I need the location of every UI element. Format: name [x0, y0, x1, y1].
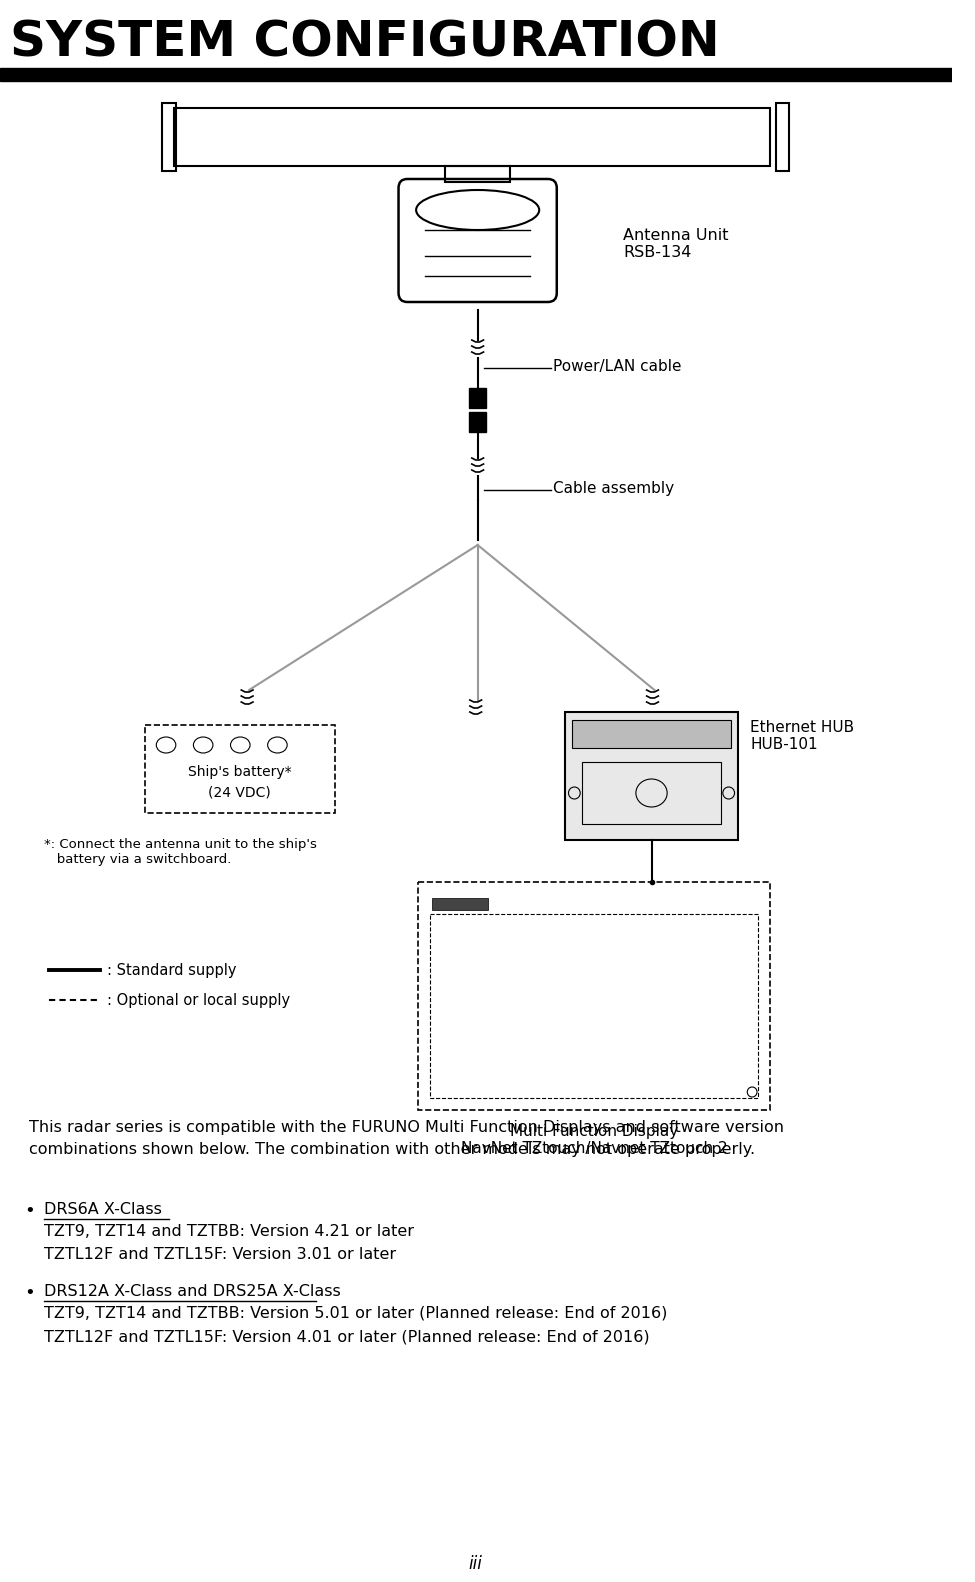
- Bar: [418, 883, 769, 1111]
- Text: TZTL12F and TZTL15F: Version 4.01 or later (Planned release: End of 2016): TZTL12F and TZTL15F: Version 4.01 or lat…: [44, 1329, 649, 1345]
- Bar: [446, 166, 510, 182]
- Bar: [144, 725, 335, 813]
- Text: TZTL12F and TZTL15F: Version 3.01 or later: TZTL12F and TZTL15F: Version 3.01 or lat…: [44, 1247, 396, 1262]
- Text: Ship's battery*: Ship's battery*: [188, 766, 292, 778]
- Text: This radar series is compatible with the FURUNO Multi Function Displays and soft: This radar series is compatible with the…: [29, 1120, 784, 1156]
- Text: Antenna Unit
RSB-134: Antenna Unit RSB-134: [623, 228, 728, 261]
- Text: DRS12A X-Class and DRS25A X-Class: DRS12A X-Class and DRS25A X-Class: [44, 1285, 340, 1299]
- Text: *: Connect the antenna unit to the ship's
   battery via a switchboard.: *: Connect the antenna unit to the ship'…: [44, 838, 317, 865]
- Bar: [174, 108, 769, 166]
- Text: DRS6A X-Class: DRS6A X-Class: [44, 1202, 162, 1217]
- Text: iii: iii: [469, 1555, 483, 1573]
- Bar: [469, 411, 487, 432]
- Bar: [582, 763, 721, 824]
- Text: TZT9, TZT14 and TZTBB: Version 5.01 or later (Planned release: End of 2016): TZT9, TZT14 and TZTBB: Version 5.01 or l…: [44, 1307, 667, 1321]
- Bar: [572, 720, 730, 748]
- Text: Power/LAN cable: Power/LAN cable: [553, 359, 682, 373]
- Bar: [0, 68, 953, 81]
- Bar: [430, 914, 758, 1098]
- Text: Ethernet HUB
HUB-101: Ethernet HUB HUB-101: [750, 720, 854, 753]
- Bar: [469, 388, 487, 408]
- Text: : Optional or local supply: : Optional or local supply: [107, 992, 291, 1008]
- Text: •: •: [24, 1285, 35, 1302]
- Bar: [775, 103, 789, 171]
- Text: SYSTEM CONFIGURATION: SYSTEM CONFIGURATION: [10, 17, 720, 66]
- Text: TZT9, TZT14 and TZTBB: Version 4.21 or later: TZT9, TZT14 and TZTBB: Version 4.21 or l…: [44, 1224, 414, 1239]
- Bar: [469, 410, 487, 414]
- Text: Multi Function Display
NavNet TZtouch/Navnet TZtouch 2: Multi Function Display NavNet TZtouch/Na…: [460, 1123, 727, 1156]
- Text: : Standard supply: : Standard supply: [107, 962, 237, 978]
- Bar: [565, 712, 738, 840]
- Bar: [432, 899, 488, 910]
- Bar: [162, 103, 175, 171]
- Text: Cable assembly: Cable assembly: [553, 481, 674, 495]
- Text: (24 VDC): (24 VDC): [209, 785, 271, 799]
- Text: •: •: [24, 1202, 35, 1220]
